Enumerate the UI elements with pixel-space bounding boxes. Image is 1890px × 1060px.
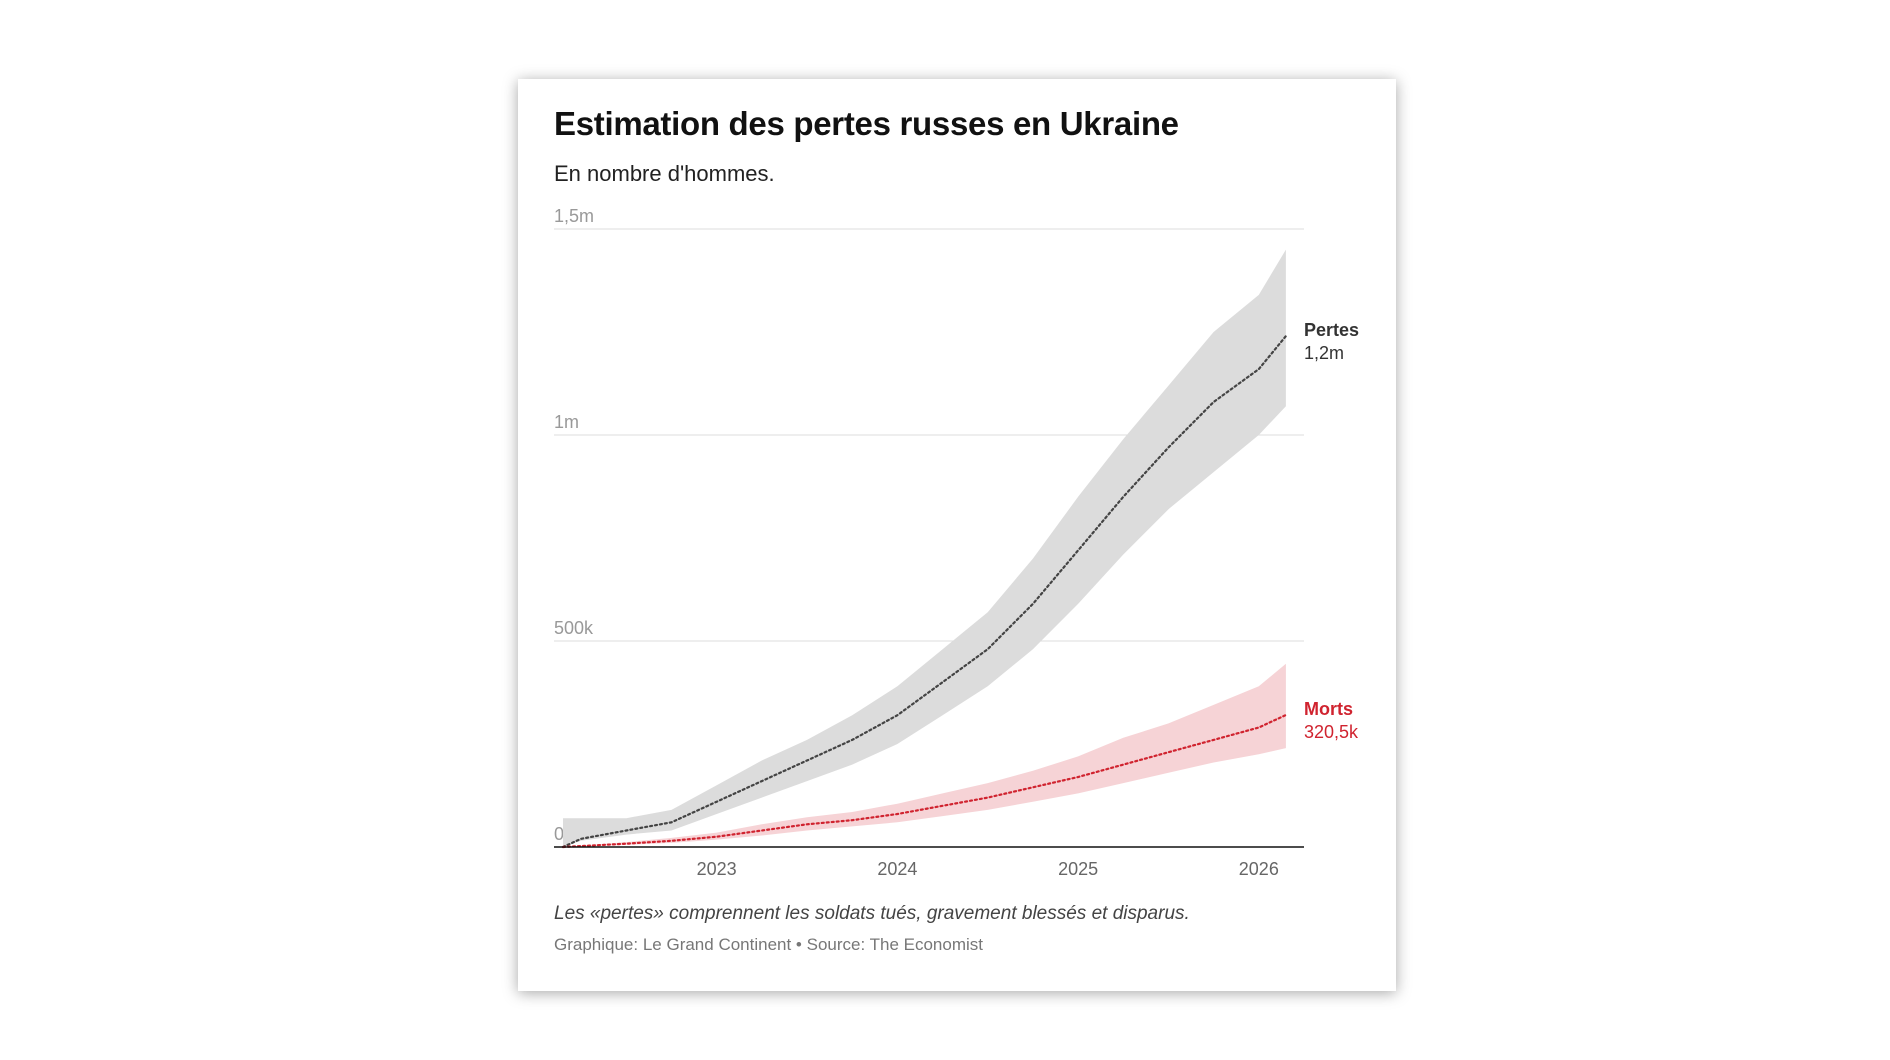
series-line-pertes	[561, 335, 1287, 849]
chart-source: Graphique: Le Grand Continent • Source: …	[554, 935, 983, 954]
chart-title: Estimation des pertes russes en Ukraine	[554, 105, 1179, 142]
x-tick-label-1: 2024	[877, 859, 917, 879]
series-label-morts: Morts 320,5k	[1304, 699, 1359, 742]
y-tick-label-3: 1,5m	[554, 206, 594, 226]
chart-note: Les «pertes» comprennent les soldats tué…	[554, 903, 1190, 924]
y-tick-label-2: 1m	[554, 412, 579, 432]
y-tick-label-1: 500k	[554, 618, 594, 638]
line-chart: 0 500k 1m 1,5m Pertes 1,2m Morts 320,5k 2023 2024…	[554, 206, 1359, 879]
x-tick-label-3: 2026	[1239, 859, 1279, 879]
chart-card: Estimation des pertes russes en Ukraine …	[518, 79, 1396, 991]
band-morts	[563, 663, 1286, 847]
series-name-morts: Morts	[1304, 699, 1353, 719]
series-name-pertes: Pertes	[1304, 320, 1359, 340]
x-tick-label-0: 2023	[697, 859, 737, 879]
series-label-pertes: Pertes 1,2m	[1304, 320, 1359, 363]
x-tick-label-2: 2025	[1058, 859, 1098, 879]
chart-subtitle: En nombre d'hommes.	[554, 161, 775, 186]
series-end-value-morts: 320,5k	[1304, 722, 1359, 742]
series-line-morts	[561, 713, 1287, 849]
series-end-value-pertes: 1,2m	[1304, 343, 1344, 363]
y-tick-label-0: 0	[554, 824, 564, 844]
